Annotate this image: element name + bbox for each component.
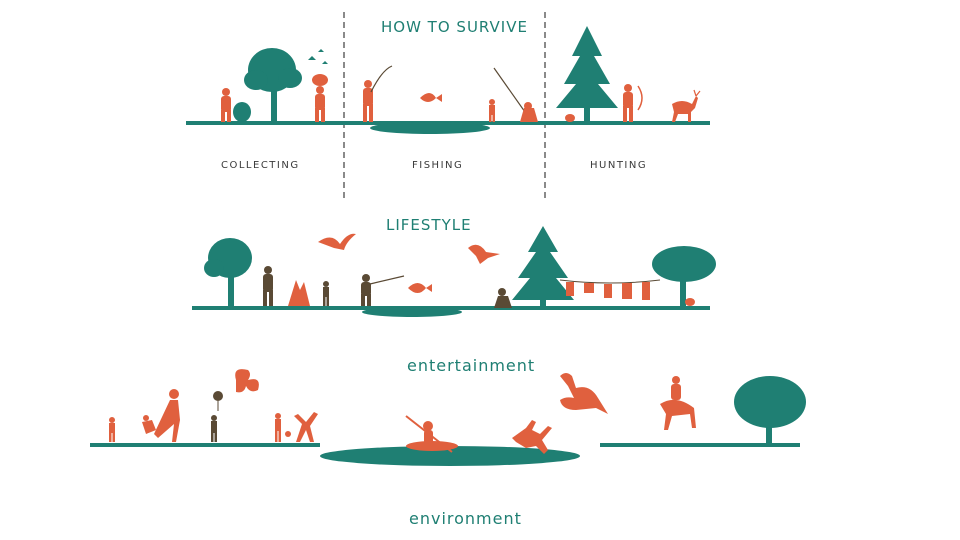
lifestyle-rabbit-icon (685, 298, 695, 306)
lifestyle-oak-icon (652, 246, 716, 308)
lifestyle-title: LIFESTYLE (386, 216, 472, 234)
flying-eagle-icon (318, 233, 356, 250)
kneeling-fisher-icon (520, 102, 538, 122)
butterfly-icon (235, 369, 259, 393)
sitting-person-icon (494, 288, 512, 308)
survive-scene (186, 26, 710, 134)
laundry-icon (566, 282, 650, 300)
lifestyle-fish-icon (408, 283, 432, 293)
rodeo-rider-icon (660, 376, 696, 430)
willow-tree-icon (734, 376, 806, 444)
tree-icon (244, 48, 302, 122)
fishing-rod-2-icon (493, 67, 526, 113)
divider-left (343, 12, 345, 198)
ball-player-icon (275, 413, 291, 442)
basket-carrier-icon (312, 74, 328, 122)
heron-icon (560, 373, 608, 414)
survive-pond (370, 122, 490, 134)
deer-icon (672, 89, 701, 122)
lifestyle-pond (362, 307, 462, 317)
pine-tree-icon (556, 26, 618, 122)
collector-person-icon (221, 88, 231, 122)
splashing-swimmer-icon (512, 420, 552, 454)
jumping-fish-icon (420, 93, 442, 102)
lifestyle-ground (192, 306, 710, 310)
paddle-icon (405, 415, 453, 453)
entertainment-ground-right (600, 443, 800, 447)
clothesline-icon (559, 279, 661, 284)
birds-icon (308, 49, 328, 64)
bow-icon (637, 85, 643, 111)
divider-right (544, 12, 546, 198)
entertainment-ground-left (90, 443, 320, 447)
entertainment-title: entertainment (407, 356, 536, 375)
hunting-label: HUNTING (590, 160, 648, 171)
angler-child-icon (489, 99, 495, 122)
lifestyle-rod-icon (369, 275, 405, 285)
fishing-rod-icon (370, 65, 393, 93)
swinging-child-icon (142, 389, 180, 442)
kayaker-icon (406, 421, 458, 451)
cartwheel-child-icon (294, 412, 318, 442)
child-figure-icon (323, 281, 329, 306)
entertainment-scene (90, 369, 806, 466)
rabbit-icon (565, 114, 575, 122)
lifestyle-scene (192, 226, 716, 317)
lifestyle-tree-icon (204, 238, 252, 308)
lifestyle-pine-icon (512, 226, 574, 308)
entertainment-lake (320, 446, 580, 466)
fishing-label: FISHING (412, 160, 464, 171)
bush-icon (233, 102, 251, 122)
flying-crane-icon (468, 244, 500, 264)
toddler-icon (109, 417, 115, 442)
archer-icon (623, 84, 633, 122)
campfire-icon (288, 280, 310, 306)
lifestyle-fisherman-icon (361, 274, 371, 306)
fisherman-icon (363, 80, 373, 122)
collecting-label: COLLECTING (221, 160, 300, 171)
gatherers-icon (263, 266, 273, 306)
balloon-child-icon (211, 391, 223, 442)
environment-title: environment (409, 509, 522, 528)
how-to-survive-title: HOW TO SURVIVE (381, 18, 528, 36)
